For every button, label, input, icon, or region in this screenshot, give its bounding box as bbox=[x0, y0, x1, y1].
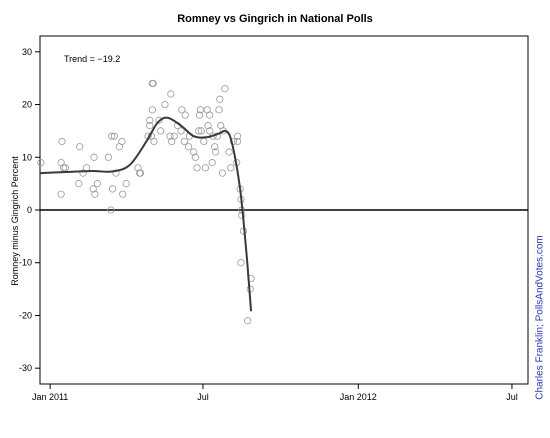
poll-point bbox=[161, 100, 169, 109]
poll-point bbox=[181, 111, 189, 119]
poll-point bbox=[206, 127, 214, 135]
poll-point bbox=[136, 169, 145, 177]
x-tick-label: Jan 2011 bbox=[32, 392, 68, 402]
y-tick-label: 10 bbox=[22, 152, 32, 162]
poll-point bbox=[195, 111, 204, 119]
poll-point bbox=[122, 180, 130, 188]
poll-point bbox=[233, 137, 242, 146]
poll-point bbox=[110, 132, 118, 140]
y-tick-label: -30 bbox=[19, 363, 32, 373]
poll-point bbox=[206, 111, 214, 119]
x-tick-label: Jul bbox=[197, 392, 209, 402]
poll-point bbox=[93, 180, 102, 188]
poll-point bbox=[191, 153, 199, 161]
poll-point bbox=[90, 153, 98, 161]
poll-point bbox=[75, 180, 83, 188]
poll-point bbox=[107, 206, 115, 214]
poll-point bbox=[150, 137, 158, 146]
poll-point bbox=[201, 164, 210, 172]
poll-point bbox=[170, 132, 178, 140]
poll-point bbox=[108, 132, 116, 140]
poll-point bbox=[58, 137, 66, 146]
poll-point bbox=[155, 116, 163, 124]
trend-line bbox=[39, 116, 253, 312]
poll-point bbox=[149, 79, 157, 88]
chart-title: Romney vs Gingrich in National Polls bbox=[177, 13, 373, 25]
chart-stage: Romney vs Gingrich in National Polls Rom… bbox=[10, 13, 546, 402]
y-tick-label: 20 bbox=[22, 100, 32, 110]
poll-point bbox=[197, 127, 205, 135]
poll-point bbox=[195, 127, 203, 135]
credit-text: Charles Franklin; PollsAndVotes.com bbox=[534, 235, 546, 400]
poll-point bbox=[190, 148, 198, 156]
poll-point bbox=[118, 137, 126, 146]
poll-point bbox=[109, 185, 117, 193]
poll-point bbox=[225, 148, 233, 156]
poll-point bbox=[244, 317, 252, 325]
poll-point bbox=[184, 143, 193, 151]
poll-point bbox=[178, 106, 186, 114]
poll-point bbox=[218, 169, 226, 177]
plot-area: 30 20 10 0 -10 -20 -30 Jan 2011 Jul Jan 2012 Jul Tr… bbox=[19, 35, 529, 402]
poll-point bbox=[57, 190, 65, 198]
poll-point bbox=[61, 164, 69, 172]
y-axis-label: Romney minus Gingrich Percent bbox=[10, 156, 20, 286]
poll-point bbox=[79, 169, 87, 177]
poll-point bbox=[157, 127, 165, 135]
poll-point bbox=[215, 106, 223, 114]
poll-point bbox=[60, 164, 68, 172]
poll-point bbox=[104, 153, 112, 161]
poll-point bbox=[180, 137, 188, 146]
poll-point bbox=[211, 143, 219, 151]
poll-point bbox=[82, 164, 91, 172]
poll-point bbox=[37, 158, 45, 167]
poll-point bbox=[146, 116, 154, 124]
poll-point bbox=[177, 127, 185, 135]
poll-point bbox=[167, 90, 175, 98]
poll-point bbox=[91, 190, 99, 198]
x-tick-label: Jan 2012 bbox=[340, 392, 377, 402]
poll-point bbox=[212, 148, 220, 156]
poll-point bbox=[148, 106, 156, 114]
poll-point bbox=[89, 185, 97, 193]
poll-point bbox=[146, 122, 154, 130]
poll-point bbox=[76, 143, 84, 151]
poll-point bbox=[227, 164, 235, 172]
x-tick-label: Jul bbox=[506, 392, 518, 402]
y-tick-label: 30 bbox=[22, 47, 32, 57]
poll-point bbox=[221, 85, 229, 93]
poll-point bbox=[208, 158, 216, 167]
poll-point bbox=[204, 122, 212, 130]
poll-point bbox=[200, 137, 208, 146]
y-tick-label: 0 bbox=[27, 205, 32, 215]
poll-point bbox=[119, 190, 127, 198]
y-tick-label: -20 bbox=[19, 310, 32, 320]
poll-point bbox=[233, 132, 242, 140]
poll-point bbox=[216, 95, 224, 103]
poll-point bbox=[193, 164, 201, 172]
y-tick-label: -10 bbox=[19, 258, 32, 268]
poll-point bbox=[237, 259, 245, 267]
poll-point bbox=[166, 132, 174, 140]
trend-annotation: Trend = −19.2 bbox=[64, 54, 120, 64]
